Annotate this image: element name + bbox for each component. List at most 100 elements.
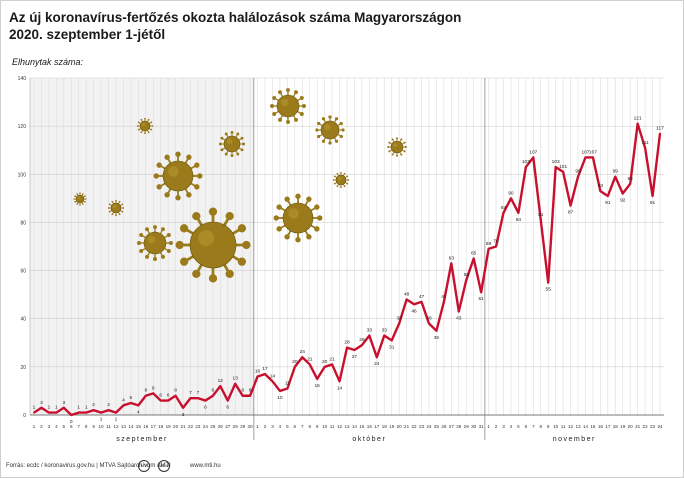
y-tick-label: 60 <box>20 269 26 275</box>
data-label: 33 <box>382 328 388 334</box>
x-tick-label: 19 <box>620 424 626 429</box>
coronavirus-icon <box>218 130 246 158</box>
y-tick-label: 80 <box>20 220 26 226</box>
data-point <box>33 411 35 414</box>
data-point <box>152 392 155 395</box>
coronavirus-icon <box>136 117 154 135</box>
data-point <box>375 356 378 359</box>
x-tick-label: 26 <box>218 424 224 429</box>
data-point <box>189 397 192 400</box>
data-point <box>182 406 184 409</box>
coronavirus-icon <box>137 225 173 261</box>
x-tick-label: 5 <box>286 424 289 429</box>
data-point <box>562 170 565 173</box>
data-point <box>599 190 602 193</box>
data-label: 12 <box>218 378 224 384</box>
x-tick-label: 31 <box>479 424 485 429</box>
x-tick-label: 2 <box>40 424 43 429</box>
data-label: 3 <box>62 400 65 406</box>
data-point <box>174 394 177 397</box>
data-point <box>420 300 423 303</box>
data-point <box>197 397 199 400</box>
data-label: 20 <box>322 359 328 365</box>
x-tick-label: 24 <box>426 424 432 429</box>
x-tick-label: 16 <box>598 424 604 429</box>
data-point <box>85 411 88 414</box>
data-point <box>465 279 468 282</box>
data-point <box>383 334 386 337</box>
data-label: 3 <box>40 400 43 406</box>
mti-logo: MTI <box>138 460 150 472</box>
data-point <box>450 262 453 265</box>
data-label: 6 <box>159 393 162 399</box>
data-point <box>234 382 237 385</box>
coronavirus-icon <box>332 171 350 189</box>
x-tick-label: 16 <box>143 424 149 429</box>
y-tick-label: 140 <box>18 76 27 82</box>
data-point <box>651 195 654 197</box>
data-label: 92 <box>620 198 626 204</box>
data-label: 15 <box>315 383 321 389</box>
data-point <box>144 394 147 397</box>
data-label: 2 <box>92 402 95 408</box>
data-label: 65 <box>471 251 477 257</box>
data-label: 1 <box>48 405 51 411</box>
data-point <box>629 183 632 185</box>
x-tick-label: 21 <box>635 424 641 429</box>
y-tick-label: 20 <box>20 365 26 371</box>
x-tick-label: 7 <box>77 424 80 429</box>
data-label: 8 <box>144 388 147 394</box>
data-point <box>569 204 572 207</box>
data-point <box>301 356 304 359</box>
data-point <box>316 377 319 380</box>
data-label: 46 <box>411 308 417 314</box>
x-tick-label: 4 <box>510 424 513 429</box>
data-label: 2 <box>107 402 110 408</box>
x-tick-label: 5 <box>517 424 520 429</box>
x-tick-label: 30 <box>248 424 254 429</box>
data-label: 117 <box>656 125 664 131</box>
data-point <box>368 334 371 337</box>
x-tick-label: 4 <box>279 424 282 429</box>
data-point <box>204 399 207 402</box>
data-label: 1 <box>33 405 36 411</box>
x-tick-label: 20 <box>628 424 634 429</box>
data-point <box>428 322 430 325</box>
data-label: 107 <box>589 149 597 155</box>
data-point <box>554 166 557 168</box>
x-tick-label: 2 <box>264 424 267 429</box>
data-point <box>323 365 326 368</box>
data-label: 81 <box>538 212 544 218</box>
y-tick-label: 100 <box>18 172 27 178</box>
data-label: 90 <box>508 190 514 196</box>
data-label: 6 <box>167 393 170 399</box>
x-tick-label: 5 <box>63 424 66 429</box>
data-point <box>539 219 542 221</box>
data-label: 4 <box>137 409 140 415</box>
x-tick-label: 23 <box>195 424 201 429</box>
data-label: 3 <box>182 412 185 418</box>
x-tick-label: 25 <box>434 424 440 429</box>
data-point <box>279 390 281 392</box>
data-point <box>241 394 244 397</box>
data-point <box>659 132 661 135</box>
data-label: 16 <box>255 368 261 374</box>
x-tick-label: 18 <box>158 424 164 429</box>
data-label: 107 <box>529 149 537 155</box>
data-label: 33 <box>367 328 373 334</box>
data-point <box>510 197 512 200</box>
data-label: 87 <box>568 210 574 216</box>
data-point <box>532 156 535 159</box>
x-tick-label: 1 <box>487 424 490 429</box>
x-tick-label: 15 <box>136 424 142 429</box>
data-point <box>167 399 170 402</box>
data-label: 1 <box>85 405 88 411</box>
data-point <box>92 409 95 412</box>
data-point <box>495 245 497 248</box>
data-label: 0 <box>70 419 73 425</box>
data-point <box>361 344 363 347</box>
data-label: 38 <box>426 316 432 322</box>
data-label: 31 <box>389 344 395 350</box>
data-point <box>413 303 415 306</box>
